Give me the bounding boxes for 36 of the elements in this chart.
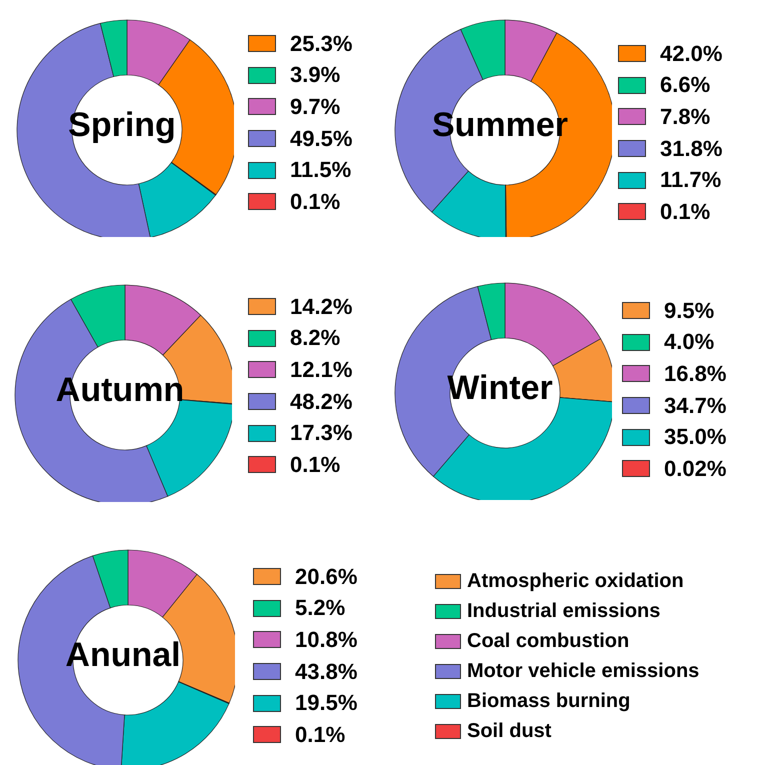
- legend-label: 4.0%: [664, 329, 714, 356]
- legend-label: 0.1%: [295, 722, 346, 748]
- legend-label: 31.8%: [660, 136, 722, 162]
- legend-label: 42.0%: [660, 40, 722, 67]
- legend-label: 0.1%: [660, 198, 710, 225]
- category-label: Atmospheric oxidation: [467, 570, 684, 592]
- legend-label: 25.3%: [290, 30, 352, 57]
- legend-label: 7.8%: [660, 104, 710, 130]
- legend-label: 34.7%: [664, 392, 726, 419]
- legend-label: 35.0%: [664, 424, 726, 450]
- legend-label: 6.6%: [660, 72, 710, 98]
- legend-label: 16.8%: [664, 360, 726, 387]
- category-label: Motor vehicle emissions: [467, 660, 700, 682]
- category-label: Industrial emissions: [467, 600, 660, 622]
- category-label: Soil dust: [467, 720, 552, 742]
- legend-label: 11.5%: [290, 157, 352, 184]
- legend-label: 0.02%: [664, 456, 726, 482]
- legend-label: 9.7%: [290, 94, 340, 120]
- legend-label: 5.2%: [295, 595, 346, 622]
- legend-label: 8.2%: [290, 325, 340, 352]
- category-label: Biomass burning: [467, 690, 630, 712]
- legend-label: 12.1%: [290, 356, 352, 383]
- legend-label: 19.5%: [295, 690, 358, 716]
- legend-label: 20.6%: [295, 564, 358, 590]
- legend-label: 10.8%: [295, 626, 358, 653]
- legend-label: 43.8%: [295, 658, 358, 685]
- category-label: Coal combustion: [467, 630, 630, 652]
- legend-label: 9.5%: [664, 298, 714, 324]
- legend-label: 49.5%: [290, 126, 352, 152]
- legend-label: 11.7%: [660, 167, 722, 194]
- legend-label: 0.1%: [290, 188, 340, 215]
- legend-label: 3.9%: [290, 62, 340, 88]
- legend-label: 14.2%: [290, 294, 352, 320]
- legend-label: 17.3%: [290, 420, 352, 446]
- legend-label: 48.2%: [290, 388, 352, 415]
- legend-label: 0.1%: [290, 452, 340, 478]
